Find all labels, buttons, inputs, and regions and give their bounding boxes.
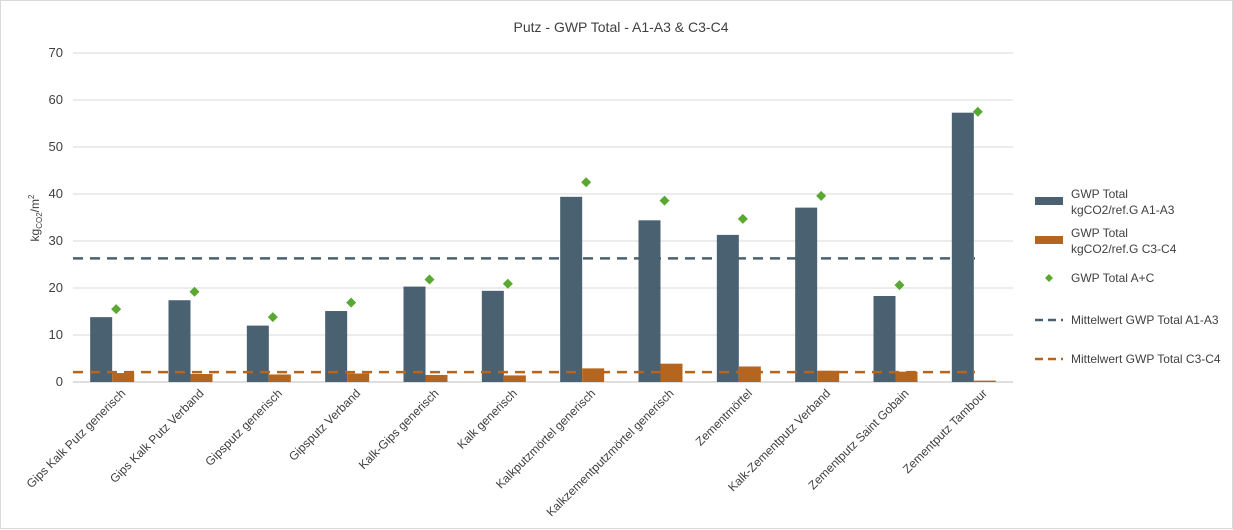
bar-a1-a3 [325,311,348,382]
y-tick-label: 40 [49,186,63,201]
bar-a1-a3 [90,317,113,382]
x-tick-label: Gipsputz Verband [286,386,363,463]
bar-c3-c4 [817,370,840,382]
x-tick-label: Gipsputz generisch [202,386,285,469]
legend-label: Mittelwert GWP Total C3-C4 [1071,352,1221,366]
bar-a1-a3 [560,196,583,382]
marker-total-a-c [581,177,592,188]
y-tick-label: 10 [49,327,63,342]
marker-total-a-c [267,312,278,323]
marker-total-a-c [737,213,748,224]
legend-label: Mittelwert GWP Total A1-A3 [1071,313,1219,327]
bar-series [90,112,996,382]
x-tick-label: Kalk generisch [454,386,520,452]
y-tick-label: 60 [49,92,63,107]
bar-a1-a3 [168,300,191,382]
x-tick-label: Zementputz Tambour [900,386,990,476]
bar-c3-c4 [973,380,996,382]
y-tick-label: 50 [49,139,63,154]
y-tick-labels: 0 10 20 30 40 50 60 70 [49,45,63,389]
bar-a1-a3 [716,234,739,382]
bar-a1-a3 [795,207,818,382]
bar-a1-a3 [481,290,504,382]
bar-c3-c4 [738,366,761,382]
y-axis-label: kgCO2/m2 [27,194,44,241]
bar-c3-c4 [895,371,918,382]
y-axis-label-sep: /m [28,199,42,212]
marker-total-a-c [502,278,513,289]
bar-a1-a3 [873,295,896,382]
x-tick-label: Kalk-Gips generisch [356,386,442,472]
mean-lines [73,257,975,374]
y-axis-label-sub: CO2 [35,212,44,229]
marker-total-a-c [346,297,357,308]
marker-total-a-c [816,190,827,201]
bar-c3-c4 [582,368,605,382]
marker-total-a-c [424,274,435,285]
marker-total-a-c [659,195,670,206]
x-tick-label: Kalkzementputzmörtel generisch [544,386,677,519]
bar-c3-c4 [190,374,213,382]
bar-a1-a3 [246,325,269,382]
bar-a1-a3 [403,286,426,382]
marker-total-a-c [189,286,200,297]
scatter-series [111,106,983,323]
bar-c3-c4 [347,373,370,382]
y-tick-label: 0 [56,374,63,389]
legend-swatch-bar [1035,236,1063,244]
marker-total-a-c [894,280,905,291]
y-axis-label-main: kg [28,229,42,242]
legend-label: GWP Total [1071,226,1128,240]
bar-c3-c4 [503,375,526,382]
gridlines [73,52,1013,383]
legend-label: kgCO2/ref.G C3-C4 [1071,242,1177,256]
legend: GWP Total kgCO2/ref.G A1-A3 GWP Total kgCO2… [1035,187,1221,366]
legend-label: GWP Total [1071,187,1128,201]
legend-label: GWP Total A+C [1071,271,1155,285]
chart-title: Putz - GWP Total - A1-A3 & C3-C4 [513,19,728,35]
y-tick-label: 30 [49,233,63,248]
bar-c3-c4 [268,374,291,382]
y-axis-label-sup: 2 [27,194,36,199]
x-tick-label: Zementmörtel [693,386,755,448]
legend-swatch-bar [1035,197,1063,205]
bar-a1-a3 [951,112,974,382]
y-tick-label: 70 [49,45,63,60]
y-tick-label: 20 [49,280,63,295]
marker-total-a-c [111,304,122,315]
legend-label: kgCO2/ref.G A1-A3 [1071,203,1175,217]
bar-c3-c4 [112,373,135,382]
bar-a1-a3 [638,220,661,382]
marker-total-a-c [972,106,983,117]
legend-swatch-marker [1045,274,1053,282]
bar-c3-c4 [425,374,448,382]
